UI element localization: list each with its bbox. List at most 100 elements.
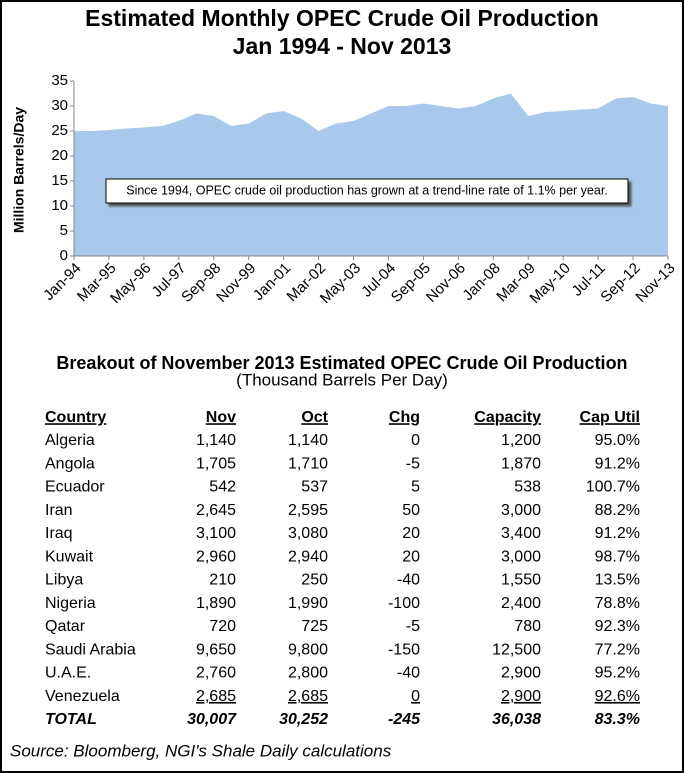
cell: -100 [388,595,420,612]
cell: 95.0% [595,432,640,449]
cell: 95.2% [595,665,640,682]
cell: -5 [406,618,420,635]
cell: 3,400 [501,525,541,542]
cell: 2,900 [501,665,541,682]
cell: 77.2% [595,641,640,658]
y-tick-label: 15 [51,172,68,189]
cell: 3,100 [196,525,236,542]
chart-title: Jan 1994 - Nov 2013 [233,33,452,59]
row-label: Angola [45,455,95,472]
cell: 2,800 [288,665,328,682]
area [74,93,668,256]
cell: 2,685 [288,688,328,705]
cell: 13.5% [595,572,640,589]
cell: 92.6% [595,688,640,705]
cell: 1,550 [501,572,541,589]
cell: 9,800 [288,641,328,658]
cell: 2,760 [196,665,236,682]
cell: 12,500 [492,641,541,658]
cell: 98.7% [595,548,640,565]
cell: 0 [411,688,420,705]
cell: 2,645 [196,502,236,519]
total-cell: 30,252 [279,711,328,728]
cell: 0 [411,432,420,449]
cell: 2,685 [196,688,236,705]
y-tick-label: 0 [60,247,68,264]
cell: 1,710 [288,455,328,472]
row-label: Iraq [45,525,73,542]
table-title: Breakout of November 2013 Estimated OPEC… [56,353,627,373]
cell: -5 [406,455,420,472]
cell: 9,650 [196,641,236,658]
cell: 542 [209,479,236,496]
cell: 725 [301,618,328,635]
total-cell: 36,038 [492,711,541,728]
source: Source: Bloomberg, NGI's Shale Daily cal… [10,741,392,760]
row-label: Qatar [45,618,86,635]
annotation: Since 1994, OPEC crude oil production ha… [126,183,608,197]
row-label: Venezuela [45,688,120,705]
row-label: Ecuador [45,479,105,496]
chart-title: Estimated Monthly OPEC Crude Oil Product… [85,5,599,31]
cell: 50 [402,502,420,519]
cell: 538 [514,479,541,496]
cell: 780 [514,618,541,635]
row-label: Kuwait [45,548,94,565]
row-label: Saudi Arabia [45,641,136,658]
y-axis-label: Million Barrels/Day [11,107,27,233]
cell: 20 [402,548,420,565]
annotation-box [105,178,629,204]
row-label: Libya [45,572,83,589]
cell: -150 [388,641,420,658]
row-label: Algeria [45,432,95,449]
cell: 250 [301,572,328,589]
cell: 2,900 [501,688,541,705]
cell: 2,595 [288,502,328,519]
column-header: Chg [389,409,420,426]
cell: 100.7% [586,479,640,496]
y-tick-label: 10 [51,197,68,214]
table-subtitle: (Thousand Barrels Per Day) [236,370,448,389]
total-cell: 30,007 [187,711,237,728]
y-tick-label: 25 [51,122,68,139]
row-label: U.A.E. [45,665,91,682]
column-header: Country [45,409,106,426]
cell: 537 [301,479,328,496]
cell: 210 [209,572,236,589]
cell: 1,990 [288,595,328,612]
cell: 2,960 [196,548,236,565]
y-tick-label: 35 [51,72,68,89]
cell: 91.2% [595,455,640,472]
total-cell: 83.3% [595,711,640,728]
cell: 1,705 [196,455,236,472]
cell: 1,200 [501,432,541,449]
column-header: Nov [206,409,236,426]
y-tick-label: 30 [51,97,68,114]
cell: 5 [411,479,420,496]
row-label: Iran [45,502,73,519]
row-label: Nigeria [45,595,96,612]
cell: -40 [397,665,420,682]
total-cell: -245 [388,711,421,728]
cell: 2,940 [288,548,328,565]
cell: 3,080 [288,525,328,542]
cell: 3,000 [501,548,541,565]
cell: 91.2% [595,525,640,542]
cell: 720 [209,618,236,635]
column-header: Capacity [474,409,541,426]
cell: 1,870 [501,455,541,472]
column-header: Oct [301,409,328,426]
cell: 88.2% [595,502,640,519]
column-header: Cap Util [580,409,640,426]
cell: 20 [402,525,420,542]
cell: 1,140 [196,432,236,449]
total-cell: TOTAL [45,711,97,728]
cell: 3,000 [501,502,541,519]
cell: 92.3% [595,618,640,635]
cell: 1,140 [288,432,328,449]
y-tick-label: 20 [51,147,68,164]
cell: 1,890 [196,595,236,612]
cell: -40 [397,572,420,589]
y-tick-label: 5 [60,222,68,239]
